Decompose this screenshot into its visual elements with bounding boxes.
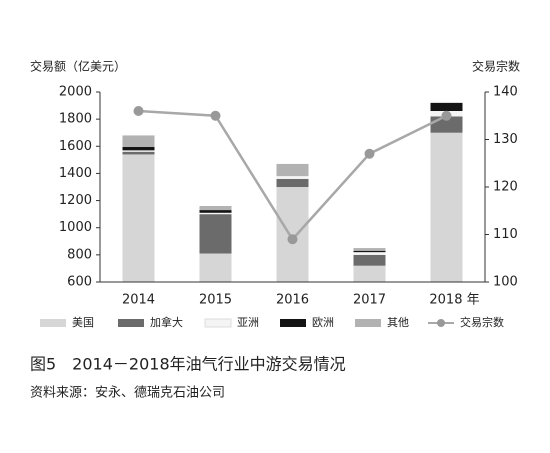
bar-segment: [199, 212, 232, 215]
legend-label: 加拿大: [150, 315, 183, 329]
y-axis-label: 交易额（亿美元）: [30, 59, 126, 74]
y2-tick-label: 110: [493, 227, 518, 242]
line-marker: [364, 148, 375, 159]
bar-segment: [430, 132, 463, 282]
bar-segment: [353, 265, 386, 282]
y2-tick-label: 120: [493, 180, 518, 195]
legend-label: 其他: [387, 316, 409, 329]
source: 资料来源：安永、德瑞克石油公司: [30, 386, 225, 401]
x-tick-label: 2016: [276, 293, 309, 308]
x-tick-label: 2017: [353, 293, 386, 308]
x-tick-label: 2014: [122, 293, 155, 308]
bar-segment: [199, 206, 232, 211]
bar-segment: [199, 214, 232, 254]
y-tick-label: 800: [67, 247, 92, 262]
y2-axis-label: 交易宗数: [472, 59, 520, 74]
bar-segment: [276, 163, 309, 177]
legend-marker: [437, 319, 445, 327]
legend-label: 美国: [72, 316, 94, 329]
bar-segment: [199, 210, 232, 213]
y-tick-label: 1400: [59, 166, 92, 181]
bar-segment: [276, 176, 309, 179]
line-marker: [441, 110, 452, 121]
bar-segment: [122, 154, 155, 282]
bar-segment: [353, 250, 386, 253]
y-tick-label: 1600: [59, 139, 92, 154]
line-marker: [210, 110, 221, 121]
line-marker: [287, 234, 298, 245]
line-marker: [133, 106, 144, 116]
bar-segment: [122, 151, 155, 155]
y-tick-label: 1000: [59, 220, 92, 235]
bar-segment: [122, 146, 155, 151]
bar-segment: [199, 253, 232, 282]
bar-segment: [353, 254, 386, 266]
y2-tick-label: 130: [493, 132, 518, 147]
bar-segment: [353, 252, 386, 255]
y2-tick-label: 140: [493, 85, 518, 100]
y2-tick-label: 100: [493, 275, 518, 290]
legend-swatch: [280, 319, 306, 327]
y-tick-label: 1200: [59, 193, 92, 208]
x-tick-label: 2015: [199, 293, 232, 308]
bar-segment: [430, 102, 463, 111]
bar-segment: [122, 135, 155, 147]
legend-swatch: [118, 319, 144, 327]
y-tick-label: 2000: [59, 85, 92, 100]
legend-label: 交易宗数: [460, 315, 504, 329]
legend-label: 欧洲: [312, 316, 334, 329]
bar-segment: [353, 248, 386, 251]
legend-swatch: [204, 318, 232, 328]
bar-segment: [122, 150, 155, 152]
bar-segment: [276, 178, 309, 187]
legend-label: 亚洲: [237, 316, 259, 329]
caption: 图5 2014－2018年油气行业中游交易情况: [30, 355, 346, 374]
y-tick-label: 1800: [59, 112, 92, 127]
y-tick-label: 600: [67, 275, 92, 290]
legend-swatch: [355, 319, 381, 327]
legend-swatch: [40, 319, 66, 327]
x-tick-label: 2018 年: [429, 293, 479, 308]
